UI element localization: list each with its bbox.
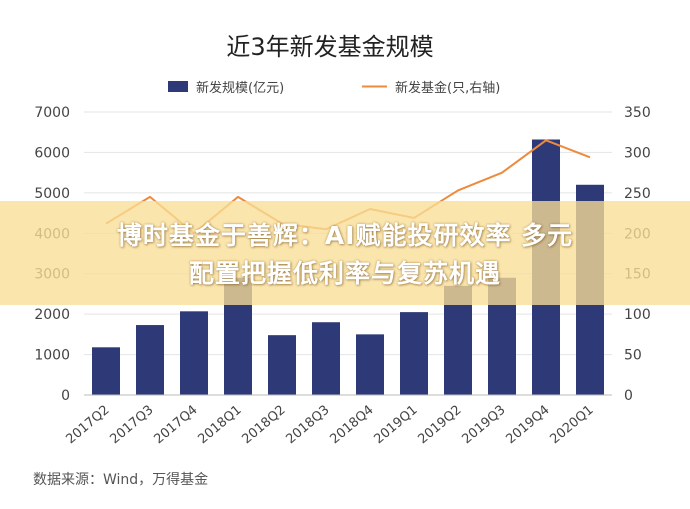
- right-tick-label: 0: [624, 388, 633, 404]
- headline-line-1: 博时基金于善辉：AI赋能投研效率 多元: [116, 221, 574, 250]
- x-tick-label: 2017Q3: [107, 403, 156, 448]
- bar: [268, 335, 296, 395]
- x-tick-label: 2019Q4: [503, 403, 552, 448]
- right-tick-label: 300: [624, 145, 651, 161]
- source-note: 数据来源：Wind，万得基金: [33, 471, 208, 488]
- bar: [136, 325, 164, 395]
- x-tick-label: 2017Q2: [63, 403, 112, 448]
- headline-line-2: 配置把握低利率与复苏机遇: [188, 259, 501, 288]
- x-axis: 2017Q22017Q32017Q42018Q12018Q22018Q32018…: [63, 394, 612, 448]
- chart-title: 近3年新发基金规模: [226, 33, 433, 61]
- legend: 新发规模(亿元) 新发基金(只,右轴): [168, 80, 500, 96]
- bar: [92, 347, 120, 395]
- x-tick-label: 2019Q1: [371, 403, 420, 448]
- left-tick-label: 5000: [34, 186, 70, 202]
- left-tick-label: 0: [61, 388, 70, 404]
- left-tick-label: 1000: [34, 348, 70, 364]
- legend-line-label: 新发基金(只,右轴): [395, 80, 500, 96]
- x-tick-label: 2020Q1: [547, 403, 596, 448]
- right-tick-label: 250: [624, 186, 651, 202]
- x-tick-label: 2017Q4: [151, 403, 200, 448]
- x-tick-label: 2018Q3: [283, 403, 332, 448]
- legend-bar-swatch: [168, 81, 188, 92]
- x-tick-label: 2018Q4: [327, 403, 376, 448]
- x-tick-label: 2018Q2: [239, 403, 288, 448]
- x-tick-label: 2018Q1: [195, 403, 244, 448]
- bar: [312, 322, 340, 395]
- left-tick-label: 7000: [34, 105, 70, 121]
- headline-banner: [0, 201, 690, 305]
- bar: [180, 311, 208, 395]
- left-tick-label: 6000: [34, 145, 70, 161]
- x-tick-label: 2019Q3: [459, 403, 508, 448]
- right-tick-label: 50: [624, 348, 642, 364]
- legend-bar-label: 新发规模(亿元): [196, 80, 284, 96]
- bar: [356, 334, 384, 395]
- bar: [400, 312, 428, 395]
- right-tick-label: 100: [624, 307, 651, 323]
- right-tick-label: 350: [624, 105, 651, 121]
- left-tick-label: 2000: [34, 307, 70, 323]
- x-tick-label: 2019Q2: [415, 403, 464, 448]
